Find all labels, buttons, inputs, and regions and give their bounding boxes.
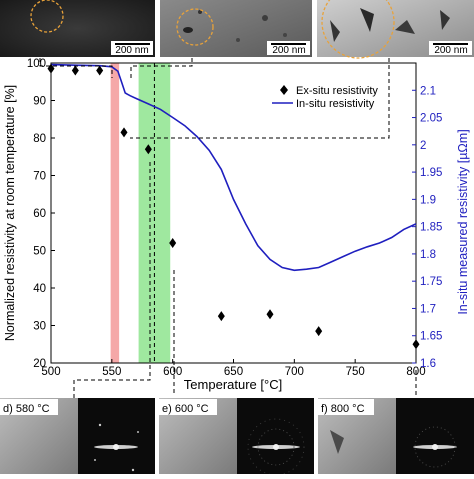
x-tick-label: 500: [41, 366, 60, 378]
connector-top-1: [39, 58, 113, 78]
exsitu-marker: [266, 309, 274, 320]
shaded-band-1: [110, 63, 120, 363]
legend-label-exsitu: Ex-situ resistivity: [296, 85, 378, 97]
bottom-insets: d) 580 °C e) 600 °C f) 800 °C: [0, 398, 474, 476]
highlight-circle: [176, 8, 214, 46]
panel-label-d: d) 580 °C: [3, 403, 50, 415]
y-right-tick-label: 1.85: [420, 222, 442, 234]
legend-label-insitu: In-situ resistivity: [296, 98, 375, 110]
y-left-axis-ticks: 20 30 40 50 60 70 80 90 100: [27, 58, 55, 370]
exsitu-marker: [71, 65, 79, 76]
highlight-circle: [30, 0, 64, 33]
y-right-tick-label: 1.8: [420, 249, 436, 261]
callout-connectors: [39, 58, 417, 398]
y-left-tick-label: 60: [33, 208, 46, 220]
y-left-tick-label: 30: [33, 321, 46, 333]
highlight-circle: [321, 0, 395, 59]
y-right-tick-label: 1.6: [420, 358, 436, 370]
exsitu-marker: [412, 339, 420, 350]
y-left-tick-label: 40: [33, 283, 46, 295]
y-right-tick-label: 1.65: [420, 331, 442, 343]
y-right-tick-label: 1.95: [420, 167, 442, 179]
exsitu-markers: [47, 63, 420, 350]
x-tick-label: 750: [346, 366, 365, 378]
y-right-tick-label: 1.9: [420, 194, 436, 206]
tem-image-top-1: 200 nm: [0, 0, 155, 57]
exsitu-marker: [96, 65, 104, 76]
connector-top-2: [130, 58, 193, 78]
scale-bar-label: 200 nm: [272, 45, 305, 56]
insitu-resistivity-line: [50, 63, 417, 272]
shaded-bands: [110, 63, 171, 363]
exsitu-marker: [217, 311, 225, 322]
x-tick-label: 650: [224, 366, 243, 378]
tem-image-bottom-f: f) 800 °C: [318, 398, 474, 474]
x-tick-label: 700: [285, 366, 304, 378]
y-right-tick-label: 1.75: [420, 276, 442, 288]
y-right-axis-label: In-situ measured resistivity [µΩm]: [456, 129, 470, 314]
x-axis-label: Temperature [°C]: [184, 377, 282, 392]
y-right-tick-label: 2: [420, 140, 426, 152]
panel-label-f: f) 800 °C: [321, 403, 365, 415]
y-right-axis-ticks: 1.6 1.65 1.7 1.75 1.8 1.85 1.9 1.95 2 2.05 2.1: [412, 85, 442, 370]
y-left-tick-label: 100: [27, 58, 46, 70]
y-left-tick-label: 20: [33, 358, 46, 370]
exsitu-marker: [120, 127, 128, 138]
tem-image-top-2: 200 nm: [160, 0, 312, 57]
y-right-tick-label: 1.7: [420, 303, 436, 315]
x-tick-label: 600: [163, 366, 182, 378]
connector-top-3: [130, 58, 390, 139]
exsitu-marker: [169, 238, 177, 248]
y-left-tick-label: 50: [33, 246, 46, 258]
y-right-tick-label: 2.05: [420, 113, 442, 125]
tem-image-bottom-d: d) 580 °C: [0, 398, 155, 474]
y-left-tick-label: 90: [33, 96, 46, 108]
y-left-tick-label: 80: [33, 133, 46, 145]
x-axis-ticks: 500 550 600 650 700 750 800: [41, 359, 426, 378]
exsitu-marker: [144, 144, 152, 155]
legend-diamond-marker: [280, 85, 288, 95]
panel-label-e: e) 600 °C: [162, 403, 209, 415]
connector-bottom-1: [73, 162, 151, 398]
y-right-tick-label: 2.1: [420, 85, 436, 97]
x-tick-label: 550: [102, 366, 121, 378]
scale-bar-label: 200 nm: [434, 45, 467, 56]
exsitu-marker: [315, 326, 323, 337]
y-left-axis-label: Normalized resistivity at room temperatu…: [3, 85, 17, 341]
top-insets: 200 nm 200 nm 200 nm: [0, 0, 474, 59]
tem-image-bottom-e: e) 600 °C: [159, 398, 314, 476]
scale-bar-label: 200 nm: [115, 45, 148, 56]
y-left-tick-label: 70: [33, 171, 46, 183]
tem-image-top-3: 200 nm: [317, 0, 474, 59]
legend: Ex-situ resistivity In-situ resistivity: [272, 85, 378, 110]
